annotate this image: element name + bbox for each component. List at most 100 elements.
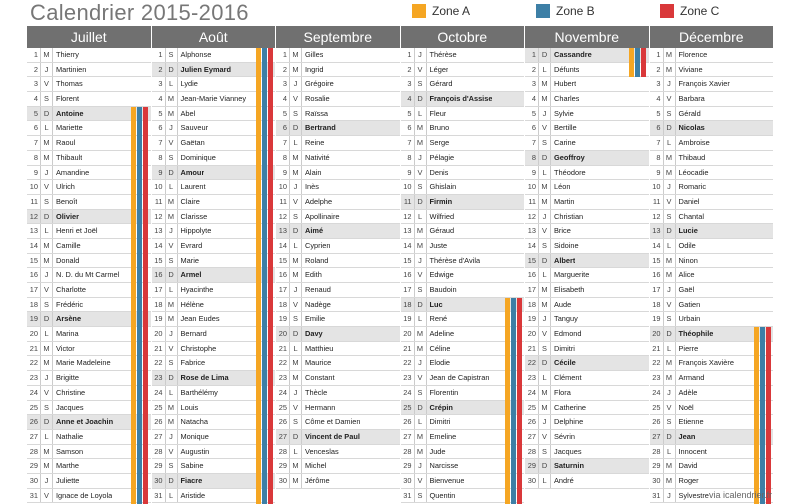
day-row: 11 S Benoît (27, 194, 151, 210)
day-number: 6 (531, 123, 536, 133)
day-row: 10 L Laurent (151, 180, 275, 195)
day-number: 21 (154, 343, 163, 353)
saint-name: Pélagie (429, 152, 455, 162)
day-row: 24 L Barthélémy (151, 385, 275, 401)
saint-name: Alice (678, 270, 695, 280)
weekday-letter: S (164, 48, 178, 62)
weekday-letter: S (40, 297, 53, 312)
day-row: 29 J Narcisse (400, 459, 524, 474)
sunday-row: 13 D Aimé (276, 224, 400, 239)
saint-name: Raoul (56, 138, 76, 148)
saint-name: Brigitte (56, 373, 80, 383)
day-number: 13 (154, 226, 163, 236)
day-number: 18 (29, 299, 38, 309)
saint-name: Roger (678, 475, 699, 485)
sunday-row: 29 D Saturnin (525, 459, 649, 474)
weekday-letter: M (40, 341, 53, 356)
day-number: 6 (407, 123, 412, 133)
saint-name: David (678, 461, 698, 471)
saint-name: Cyprien (305, 240, 331, 250)
day-number: 5 (158, 108, 163, 118)
saint-name: Hyacinthe (180, 285, 214, 294)
weekday-letter: M (289, 62, 302, 77)
zone-c-swatch (660, 4, 674, 18)
holiday-bar-zone-b (759, 327, 765, 504)
day-row: 6 J Sauveur (151, 121, 275, 137)
saint-name: Théodore (554, 167, 586, 177)
weekday-letter: M (164, 400, 178, 415)
saint-name: Nadège (305, 299, 331, 309)
weekday-letter: D (289, 224, 302, 238)
day-number: 21 (527, 343, 536, 353)
day-row: 7 S Carine (525, 136, 649, 151)
saint-name: Edith (305, 270, 322, 280)
day-number: 24 (154, 387, 163, 397)
day-number: 8 (158, 152, 163, 162)
day-number: 11 (403, 196, 412, 206)
saint-name: Arsène (56, 314, 82, 324)
day-row: 8 M Nativité (276, 150, 400, 166)
day-number: 29 (652, 461, 661, 471)
day-row: 26 S Côme et Damien (276, 415, 400, 430)
weekday-letter: M (413, 327, 427, 341)
weekday-letter: M (164, 92, 178, 106)
day-number: 4 (282, 94, 287, 104)
day-row: 17 J Gaël (649, 283, 773, 298)
day-row: 20 V Edmond (525, 327, 649, 342)
weekday-letter: J (40, 473, 53, 488)
day-row: 27 V Sévrin (525, 429, 649, 445)
day-number: 18 (652, 299, 661, 309)
page-title: Calendrier 2015-2016 (30, 0, 249, 25)
weekday-letter: M (164, 106, 178, 121)
weekday-letter: L (289, 136, 302, 150)
weekday-letter: J (164, 429, 178, 444)
weekday-letter: L (413, 106, 427, 121)
day-row: 18 V Nadège (276, 297, 400, 313)
saint-name: Christian (554, 211, 584, 221)
sunday-row: 30 D Fiacre (151, 473, 275, 489)
weekday-letter: J (40, 165, 53, 180)
day-number: 8 (282, 152, 287, 162)
saint-name: Urbain (678, 314, 701, 324)
day-row: 11 M Martin (525, 194, 649, 210)
weekday-letter: J (289, 180, 302, 194)
sunday-row: 11 D Firmin (400, 194, 524, 210)
day-number: 21 (29, 343, 38, 353)
saint-name: Sauveur (180, 123, 209, 133)
day-row: 9 L Théodore (525, 165, 649, 181)
weekday-letter: L (164, 488, 178, 503)
day-row: 14 S Sidoine (525, 238, 649, 254)
sunday-row: 5 D Antoine (27, 106, 151, 122)
saint-name: Grégoire (305, 79, 334, 89)
saint-name: Hélène (180, 299, 204, 309)
weekday-letter: V (413, 473, 427, 488)
saint-name: Marie (180, 255, 199, 265)
saint-name: Ghislain (429, 182, 457, 192)
saint-name: Défunts (554, 64, 580, 74)
saint-name: Jude (429, 446, 446, 456)
day-row: 23 V Jean de Capistran (400, 371, 524, 386)
saint-name: Laurent (180, 182, 206, 192)
weekday-letter: D (164, 165, 178, 180)
weekday-letter: M (662, 356, 676, 371)
weekday-letter: L (289, 444, 302, 459)
day-row: 21 M Céline (400, 341, 524, 357)
day-row: 1 S Alphonse (151, 48, 275, 63)
day-row: 1 J Thérèse (400, 48, 524, 63)
weekday-letter: S (40, 400, 53, 415)
day-number: 11 (30, 196, 38, 206)
weekday-letter: M (662, 62, 676, 77)
day-number: 19 (652, 314, 661, 324)
day-row: 25 V Hermann (276, 400, 400, 416)
day-number: 9 (407, 167, 412, 177)
day-row: 7 M Raoul (27, 136, 151, 151)
day-row: 30 M Roger (649, 473, 773, 489)
day-row: 12 S Apollinaire (276, 209, 400, 225)
day-row: 3 J Grégoire (276, 77, 400, 93)
saint-name: Nathalie (56, 431, 84, 441)
day-row: 20 L Marina (27, 327, 151, 342)
sunday-row: 6 D Bertrand (276, 121, 400, 137)
day-number: 16 (403, 270, 412, 280)
day-row: 17 V Charlotte (27, 283, 151, 298)
day-row: 30 J Juliette (27, 473, 151, 489)
